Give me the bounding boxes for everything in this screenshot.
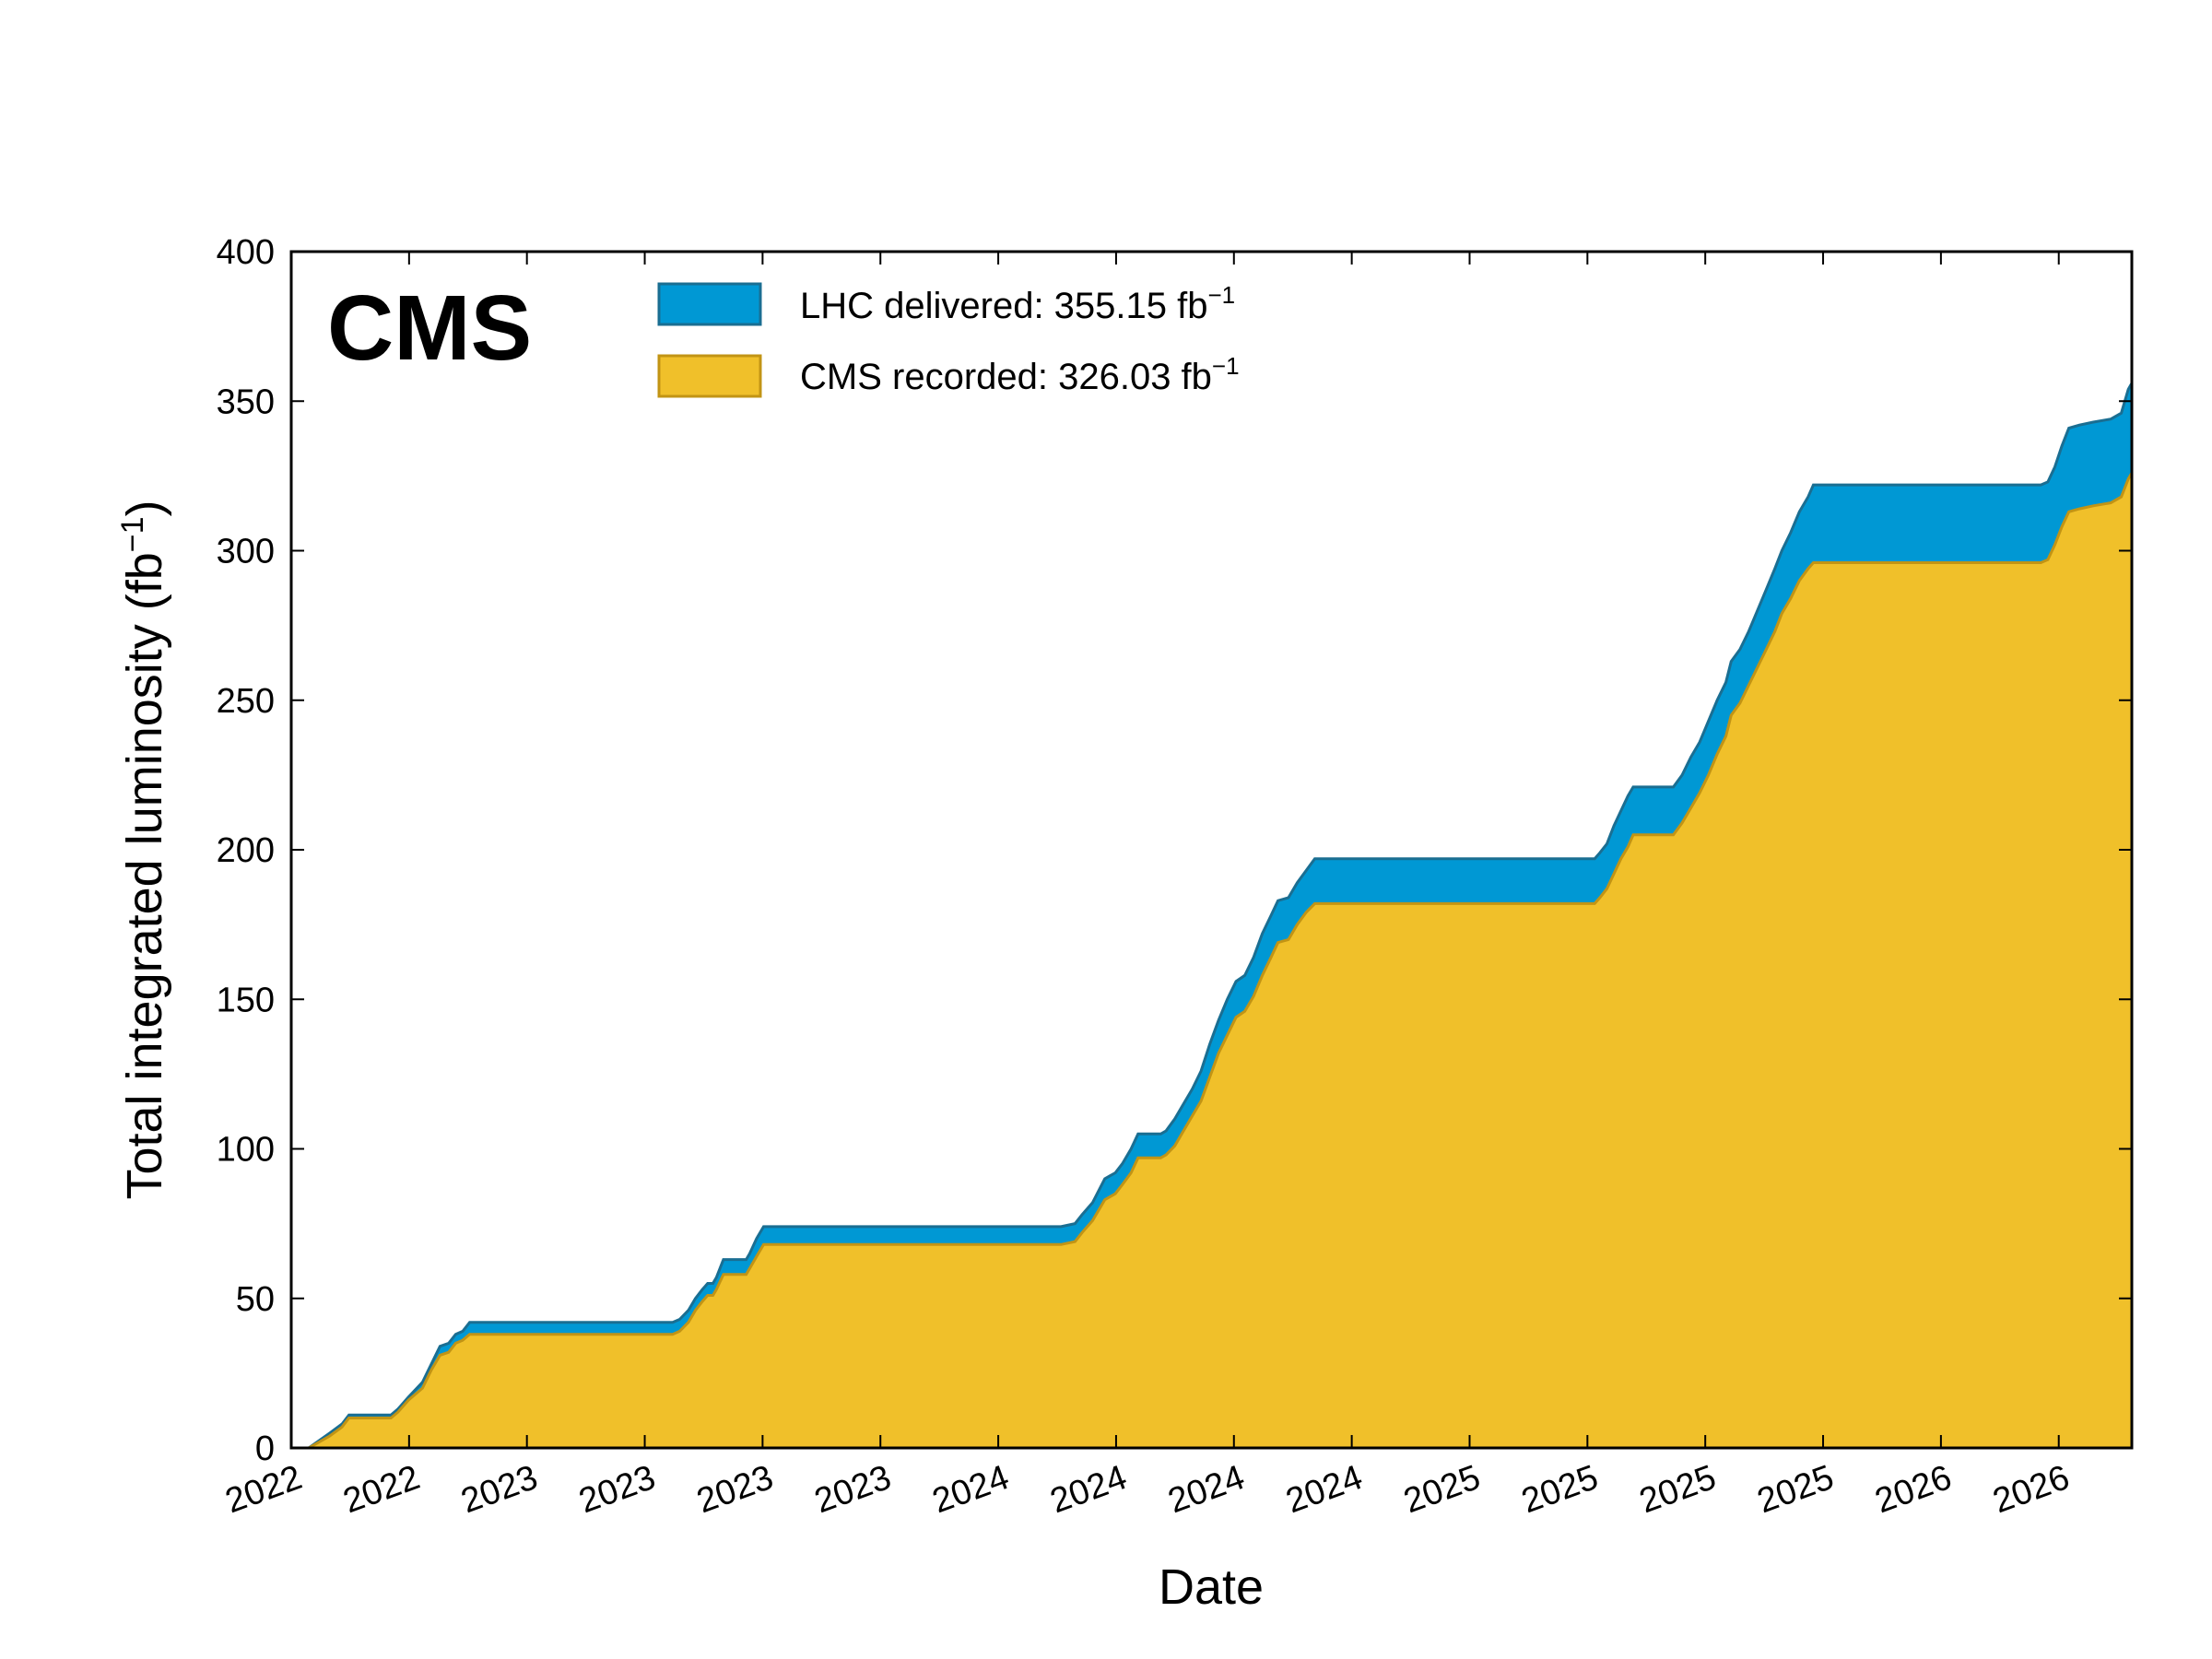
y-axis-title-close: ) (117, 500, 172, 516)
y-tick-label: 400 (217, 233, 275, 272)
x-tick-label: 2026 (1988, 1458, 2075, 1521)
x-tick-label: 2023 (574, 1458, 661, 1521)
y-tick-label: 350 (217, 382, 275, 421)
x-tick-label: 2023 (456, 1458, 543, 1521)
legend-swatch-recorded (657, 354, 762, 398)
y-tick-label: 50 (236, 1280, 275, 1319)
legend-label-delivered-text: LHC delivered: 355.15 fb (800, 286, 1208, 326)
y-tick-label: 150 (217, 981, 275, 1019)
y-axis-ticks: 0 50 100 150 200 250 300 350 400 (217, 233, 2132, 1468)
x-tick-label: 2023 (692, 1458, 779, 1521)
y-axis-title-sup: −1 (115, 516, 150, 552)
x-tick-label: 2025 (1517, 1458, 1604, 1521)
y-tick-label: 100 (217, 1131, 275, 1170)
x-tick-label: 2022 (338, 1458, 425, 1521)
area-recorded (291, 473, 2132, 1448)
legend-swatch-delivered (657, 282, 762, 326)
y-tick-label: 0 (255, 1430, 275, 1468)
y-axis-title-text: Total integrated luminosity (fb (117, 552, 172, 1199)
legend-label-recorded: CMS recorded: 326.03 fb−1 (800, 352, 1240, 397)
area-edge-delivered (291, 382, 2134, 1450)
area-edge-recorded (291, 472, 2134, 1450)
x-axis-title: Date (1159, 1559, 1264, 1615)
y-axis-title: Total integrated luminosity (fb−1) (115, 500, 172, 1199)
series-layer (291, 382, 2134, 1450)
legend-label-delivered-sup: −1 (1208, 281, 1236, 309)
y-tick-label: 300 (217, 533, 275, 571)
legend: LHC delivered: 355.15 fb−1 CMS recorded:… (657, 281, 1240, 398)
y-tick-label: 200 (217, 831, 275, 870)
x-tick-label: 2025 (1634, 1458, 1721, 1521)
x-tick-label: 2026 (1870, 1458, 1957, 1521)
x-tick-label: 2024 (1045, 1458, 1132, 1521)
legend-label-recorded-text: CMS recorded: 326.03 fb (800, 357, 1212, 397)
x-tick-label: 2024 (1163, 1458, 1250, 1521)
x-tick-label: 2024 (1281, 1458, 1368, 1521)
y-tick-label: 250 (217, 682, 275, 721)
legend-label-recorded-sup: −1 (1212, 352, 1240, 380)
x-tick-label: 2023 (810, 1458, 897, 1521)
x-tick-label: 2025 (1752, 1458, 1839, 1521)
legend-label-delivered: LHC delivered: 355.15 fb−1 (800, 281, 1235, 326)
x-tick-label: 2025 (1399, 1458, 1486, 1521)
cms-brand-label: CMS (327, 276, 532, 380)
x-tick-label: 2024 (927, 1458, 1014, 1521)
